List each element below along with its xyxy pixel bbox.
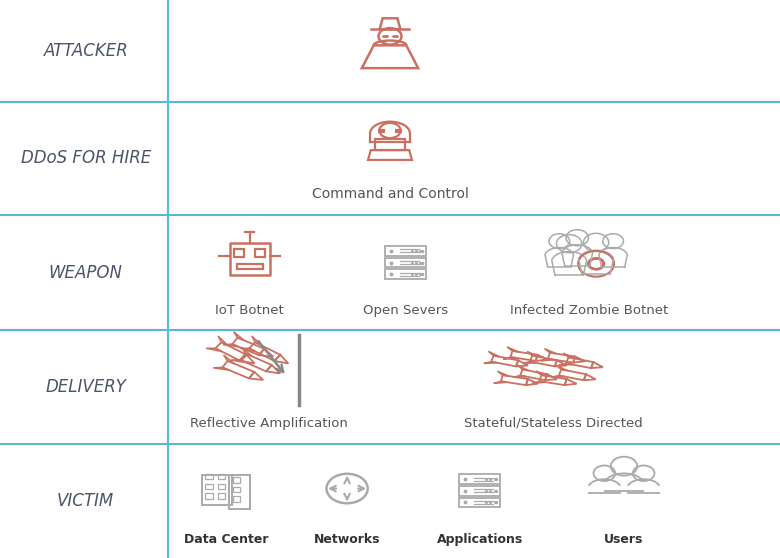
Text: Reflective Amplification: Reflective Amplification — [190, 417, 348, 430]
Bar — [233, 487, 240, 492]
Bar — [218, 484, 225, 489]
Bar — [233, 477, 240, 483]
Bar — [379, 130, 384, 132]
Text: ATTACKER: ATTACKER — [44, 42, 128, 60]
Bar — [255, 249, 265, 257]
Text: Networks: Networks — [314, 533, 381, 546]
Text: WEAPON: WEAPON — [49, 263, 122, 282]
Text: DDoS FOR HIRE: DDoS FOR HIRE — [21, 149, 151, 167]
Bar — [205, 484, 213, 489]
Bar — [459, 498, 501, 507]
Bar — [385, 246, 427, 256]
Bar — [203, 475, 232, 505]
Bar — [205, 493, 213, 498]
Bar — [218, 493, 225, 498]
Bar — [234, 249, 244, 257]
Bar — [218, 474, 225, 479]
Text: Users: Users — [604, 533, 644, 546]
Bar — [236, 264, 263, 269]
Text: DELIVERY: DELIVERY — [45, 378, 126, 396]
Text: IoT Botnet: IoT Botnet — [215, 304, 284, 317]
Text: Applications: Applications — [437, 533, 523, 546]
Bar — [229, 475, 250, 509]
Bar — [233, 497, 240, 502]
Bar — [375, 140, 405, 150]
Bar — [385, 258, 427, 267]
Bar — [229, 243, 270, 275]
Text: Open Severs: Open Severs — [363, 304, 448, 317]
Bar — [396, 130, 401, 132]
Text: Stateful/Stateless Directed: Stateful/Stateless Directed — [464, 417, 644, 430]
Bar — [459, 486, 501, 496]
Text: Infected Zombie Botnet: Infected Zombie Botnet — [510, 304, 668, 317]
Bar — [205, 474, 213, 479]
Bar — [459, 474, 501, 484]
Text: Command and Control: Command and Control — [311, 187, 469, 201]
Bar — [385, 270, 427, 279]
Text: Data Center: Data Center — [184, 533, 268, 546]
Text: VICTIM: VICTIM — [57, 492, 115, 510]
